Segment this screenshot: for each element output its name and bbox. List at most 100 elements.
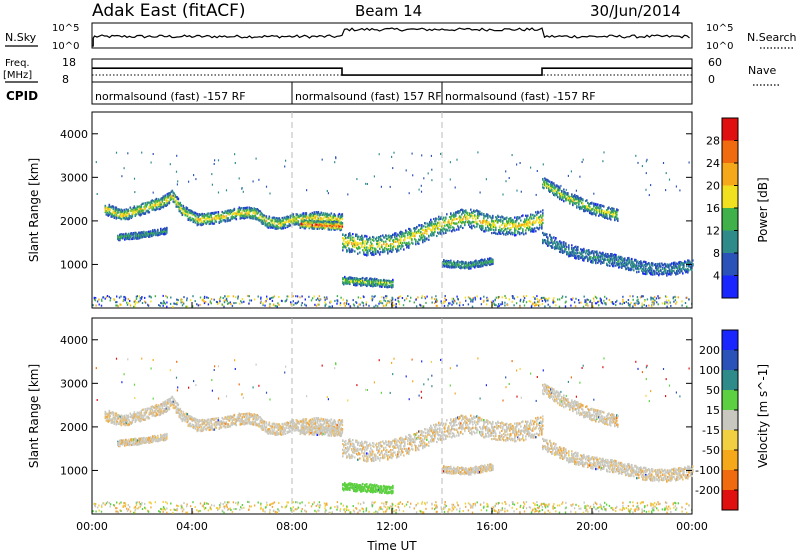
power-cell xyxy=(119,213,122,216)
power-cell xyxy=(361,282,363,285)
power-cell xyxy=(276,220,279,223)
power-cell xyxy=(399,235,401,238)
power-cell xyxy=(133,234,135,237)
power-cell xyxy=(356,242,358,245)
power-cell xyxy=(469,216,471,219)
power-cell xyxy=(248,208,251,211)
power-cell xyxy=(182,206,185,209)
power-cell xyxy=(210,214,213,217)
power-cell xyxy=(584,250,586,253)
power-cell xyxy=(252,217,255,220)
power-cell xyxy=(139,235,141,238)
power-cell xyxy=(314,222,317,226)
power-cell xyxy=(502,222,504,225)
power-cell xyxy=(348,281,350,284)
power-cell xyxy=(356,234,358,237)
power-cell xyxy=(573,301,576,304)
power-cell xyxy=(282,218,285,221)
power-cell xyxy=(412,234,414,237)
power-cell xyxy=(296,295,299,298)
power-cell xyxy=(373,282,375,285)
power-cell xyxy=(467,266,469,269)
power-cell xyxy=(332,222,335,225)
power-cell xyxy=(315,223,318,227)
power-cell xyxy=(636,299,638,302)
power-cell xyxy=(547,185,549,188)
power-cell xyxy=(159,305,161,307)
power-cell xyxy=(407,245,409,248)
power-cell xyxy=(163,196,166,199)
power-cell xyxy=(526,218,528,221)
power-cell xyxy=(325,222,328,225)
power-cell xyxy=(121,211,124,214)
power-cell xyxy=(159,205,162,208)
power-cell xyxy=(142,209,145,212)
power-cell xyxy=(136,234,138,237)
power-cell xyxy=(141,296,143,298)
power-cell xyxy=(549,234,551,237)
power-cell xyxy=(194,218,197,221)
power-cell xyxy=(381,285,383,288)
power-cell xyxy=(446,264,448,267)
power-cell xyxy=(643,267,645,270)
power-cell xyxy=(429,223,431,226)
power-cell xyxy=(108,210,111,213)
power-cell xyxy=(364,234,366,237)
power-cell xyxy=(453,216,455,219)
power-cell xyxy=(542,212,544,215)
power-cell xyxy=(518,231,520,234)
power-cell xyxy=(641,261,643,264)
power-cell xyxy=(422,241,424,244)
power-cell xyxy=(530,229,532,232)
power-cell xyxy=(481,258,483,261)
power-cell xyxy=(460,224,462,228)
power-cell xyxy=(470,267,472,270)
power-cell xyxy=(368,280,370,283)
power-cell xyxy=(382,251,384,254)
power-cell xyxy=(384,236,386,239)
power-cell xyxy=(260,211,263,214)
power-cell xyxy=(435,219,437,222)
power-cell xyxy=(135,213,138,216)
power-cell xyxy=(506,222,508,225)
power-cell xyxy=(228,295,230,298)
power-cell xyxy=(274,304,277,307)
power-cell xyxy=(341,213,344,216)
power-cell xyxy=(355,284,357,287)
power-cell xyxy=(108,207,111,210)
power-cell xyxy=(535,221,537,224)
power-cell xyxy=(531,217,533,220)
power-cell xyxy=(444,265,446,268)
power-cell xyxy=(600,204,602,207)
power-cell xyxy=(633,269,635,272)
power-cell xyxy=(172,200,175,203)
power-cell xyxy=(207,220,210,223)
power-cell xyxy=(456,261,458,264)
power-cell xyxy=(490,228,492,231)
power-cell xyxy=(133,232,135,235)
power-cell xyxy=(505,224,507,227)
power-cell xyxy=(451,230,453,233)
power-cell xyxy=(378,282,380,285)
power-cell xyxy=(250,208,253,211)
power-cell xyxy=(531,227,533,230)
power-cell xyxy=(165,199,168,202)
power-cell xyxy=(155,200,158,203)
power-cell xyxy=(182,211,185,214)
power-cell xyxy=(367,253,369,256)
power-cell xyxy=(217,213,220,216)
power-cell xyxy=(146,233,148,236)
power-cell xyxy=(386,282,388,285)
power-cell xyxy=(348,234,350,237)
power-cell xyxy=(641,302,643,305)
power-cell xyxy=(378,251,380,254)
power-cell xyxy=(561,194,563,197)
power-cell xyxy=(509,221,511,225)
power-cell xyxy=(162,205,165,208)
power-cell xyxy=(641,305,643,308)
power-cell xyxy=(375,252,377,255)
power-cell xyxy=(344,281,346,284)
power-cell xyxy=(541,227,543,230)
power-cell xyxy=(397,238,399,241)
